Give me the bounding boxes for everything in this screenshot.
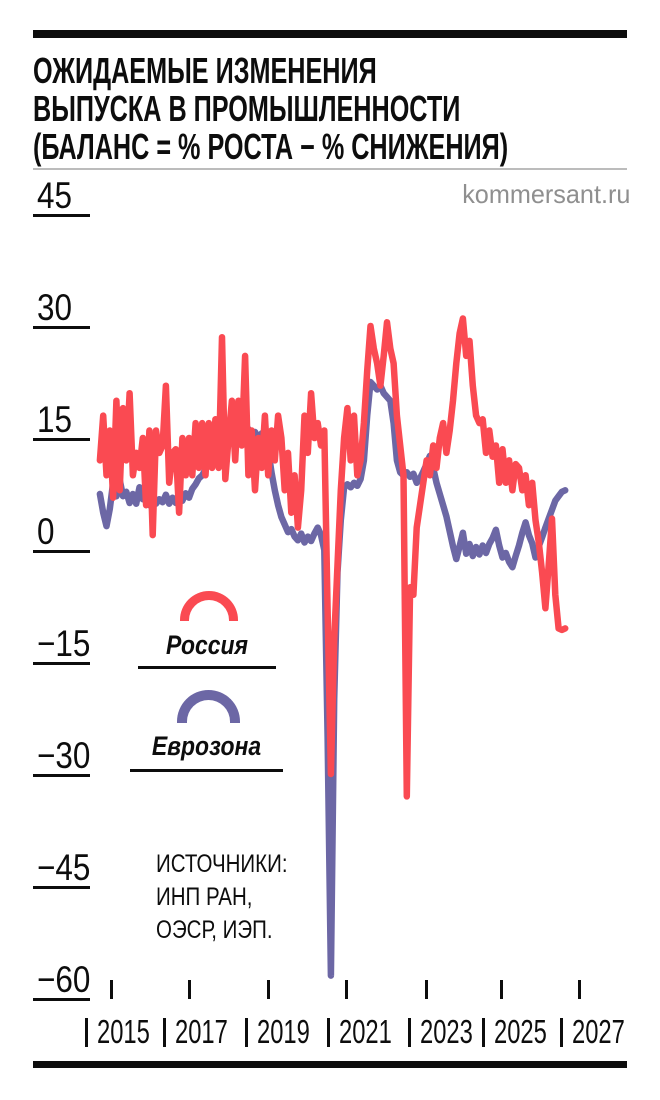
title-line-1: ОЖИДАЕМЫЕ ИЗМЕНЕНИЯ [33, 50, 377, 91]
x-year-group-2027: 2027 [560, 1013, 645, 1050]
y-tick--30: −30 [33, 731, 90, 777]
x-year-label: 2025 [494, 1013, 547, 1050]
x-year-tick [245, 1018, 248, 1047]
y-tick-label: 0 [37, 511, 55, 552]
x-year-tick [560, 1018, 563, 1047]
legend-label-Россия: Россия [165, 630, 249, 660]
sources-line: ОЭСР, ИЭП. [156, 916, 273, 944]
y-tick-30: 30 [33, 283, 90, 329]
series-line-Россия [96, 315, 569, 800]
x-year-group-2019: 2019 [245, 1013, 330, 1050]
x-minor-tick [500, 980, 503, 999]
y-tick-label: 15 [37, 398, 72, 440]
x-year-group-2017: 2017 [163, 1013, 248, 1050]
y-tick-mark [33, 774, 90, 777]
y-tick-label: −60 [37, 959, 91, 1000]
x-minor-tick [188, 980, 191, 999]
x-minor-tick [578, 980, 581, 999]
legend-label-Еврозона: Еврозона [151, 731, 262, 761]
watermark-text: kommersant.ru [461, 179, 630, 209]
legend-arc-Еврозона [177, 690, 240, 723]
x-minor-tick [425, 980, 428, 999]
x-year-label: 2023 [420, 1013, 473, 1050]
bottom-rule [33, 1061, 627, 1068]
y-tick-label: −15 [37, 623, 91, 664]
x-year-group-2025: 2025 [482, 1013, 567, 1050]
y-tick-mark [33, 886, 90, 889]
top-rule [33, 30, 627, 38]
x-year-label: 2021 [339, 1013, 392, 1050]
x-minor-tick [345, 980, 348, 999]
x-year-group-2023: 2023 [408, 1013, 493, 1050]
y-tick-0: 0 [33, 507, 90, 553]
sources-note: ИСТОЧНИКИ: ИНП РАН, ОЭСР, ИЭП. [156, 848, 288, 947]
x-year-tick [163, 1018, 166, 1047]
sources-line: ИНП РАН, [156, 883, 253, 911]
y-tick--45: −45 [33, 843, 90, 889]
y-tick-label: 30 [37, 286, 72, 328]
legend-underline [138, 666, 276, 669]
x-minor-tick [110, 980, 113, 999]
header-divider [33, 168, 627, 170]
y-tick-label: 45 [37, 174, 72, 216]
y-tick-mark [33, 325, 90, 329]
legend-underline [130, 769, 283, 772]
x-year-tick [327, 1018, 330, 1047]
y-tick-mark [33, 437, 90, 441]
y-tick--60: −60 [33, 955, 90, 1001]
x-year-tick [85, 1018, 88, 1047]
sources-line: ИСТОЧНИКИ: [156, 850, 288, 878]
chart-title: ОЖИДАЕМЫЕ ИЗМЕНЕНИЯ ВЫПУСКА В ПРОМЫШЛЕННО… [33, 52, 508, 166]
x-year-label: 2027 [572, 1013, 625, 1050]
y-tick-mark [33, 998, 90, 1001]
y-tick-45: 45 [33, 171, 90, 217]
x-year-group-2015: 2015 [85, 1013, 170, 1050]
title-line-2: ВЫПУСКА В ПРОМЫШЛЕННОСТИ [33, 88, 461, 129]
x-minor-tick [267, 980, 270, 999]
title-line-3: (БАЛАНС = % РОСТА − % СНИЖЕНИЯ) [33, 126, 509, 167]
y-tick-label: −30 [37, 735, 91, 776]
x-year-label: 2017 [175, 1013, 228, 1050]
legend-arc-Россия [180, 591, 238, 621]
y-tick-mark [33, 662, 90, 665]
y-tick-mark [33, 550, 90, 553]
y-tick-15: 15 [33, 395, 90, 441]
x-year-label: 2019 [257, 1013, 310, 1050]
y-tick-mark [33, 213, 90, 217]
y-tick--15: −15 [33, 619, 90, 665]
x-year-tick [482, 1018, 485, 1047]
x-year-label: 2015 [97, 1013, 150, 1050]
y-tick-label: −45 [37, 847, 91, 888]
x-year-tick [408, 1018, 411, 1047]
x-year-group-2021: 2021 [327, 1013, 412, 1050]
